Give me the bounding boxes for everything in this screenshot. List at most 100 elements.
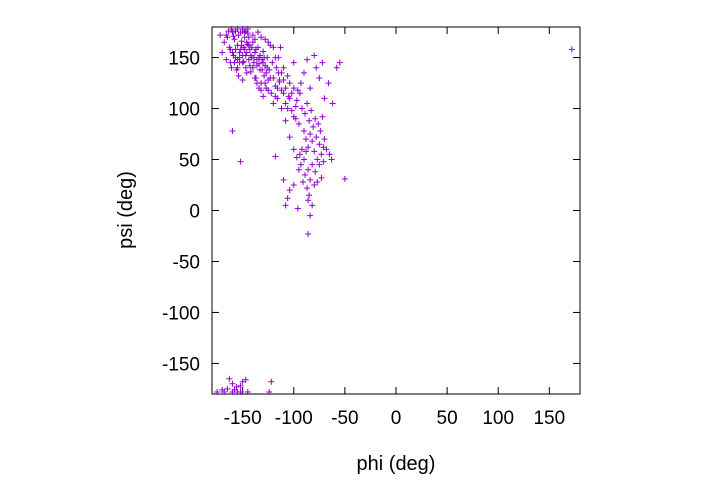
- data-point: [261, 72, 268, 79]
- data-point: [247, 68, 254, 75]
- data-point: [217, 32, 224, 39]
- data-point: [316, 161, 323, 168]
- y-tick-label: 150: [168, 49, 200, 70]
- data-point: [256, 60, 263, 67]
- data-point: [294, 87, 301, 94]
- data-point: [301, 156, 307, 163]
- y-tick-label: 0: [189, 202, 200, 223]
- data-point: [219, 49, 226, 56]
- data-point: [306, 192, 313, 199]
- data-point: [233, 383, 240, 390]
- data-point: [251, 36, 258, 43]
- data-point: [258, 87, 265, 94]
- data-point: [328, 156, 335, 163]
- data-point: [261, 54, 268, 61]
- data-point: [224, 385, 231, 392]
- data-point: [251, 49, 258, 56]
- data-point: [295, 166, 302, 173]
- x-tick-label: 100: [482, 408, 514, 429]
- data-point: [341, 175, 348, 182]
- data-point: [237, 29, 244, 36]
- data-point: [245, 34, 252, 41]
- data-point: [301, 127, 307, 134]
- data-point: [247, 52, 254, 59]
- data-point: [278, 87, 285, 94]
- data-point: [305, 197, 312, 204]
- data-point: [262, 36, 269, 43]
- data-point: [301, 69, 307, 76]
- data-point: [296, 90, 303, 97]
- data-point: [223, 56, 230, 63]
- data-point: [270, 100, 277, 107]
- data-point: [320, 158, 327, 165]
- data-point: [239, 26, 246, 33]
- data-point: [257, 52, 264, 59]
- data-point: [245, 42, 252, 49]
- data-point: [239, 378, 246, 385]
- data-point: [292, 103, 299, 110]
- data-point: [305, 230, 312, 237]
- data-point: [236, 49, 243, 56]
- data-point: [244, 30, 251, 37]
- data-point: [249, 39, 256, 46]
- data-point: [244, 388, 251, 395]
- data-point: [238, 42, 245, 49]
- data-point: [326, 151, 333, 158]
- x-tick-label: 150: [533, 408, 565, 429]
- data-point: [231, 36, 238, 43]
- data-point: [314, 178, 321, 185]
- data-point: [230, 52, 237, 59]
- data-point: [316, 74, 323, 81]
- data-point: [311, 182, 318, 189]
- data-point: [305, 144, 312, 151]
- data-point: [272, 153, 279, 160]
- data-point: [269, 59, 276, 66]
- data-point: [272, 93, 279, 100]
- data-point: [318, 151, 325, 158]
- data-point: [260, 93, 267, 100]
- data-point: [320, 144, 327, 151]
- data-point: [282, 117, 289, 124]
- data-point: [290, 182, 297, 189]
- data-point: [234, 64, 241, 71]
- data-point: [250, 59, 257, 66]
- data-point: [228, 26, 235, 33]
- data-point: [239, 59, 246, 66]
- data-point: [286, 80, 293, 87]
- data-point: [303, 136, 310, 143]
- data-point: [288, 107, 295, 114]
- data-point: [306, 117, 313, 124]
- data-point: [243, 39, 250, 46]
- data-point: [272, 54, 279, 61]
- data-point: [243, 69, 250, 76]
- data-point: [253, 80, 260, 87]
- data-point: [229, 127, 236, 134]
- data-point: [227, 59, 234, 66]
- data-point: [319, 59, 326, 66]
- data-point: [277, 44, 284, 51]
- data-point: [284, 105, 291, 112]
- data-point: [315, 120, 322, 127]
- data-point: [284, 195, 291, 202]
- data-point: [316, 141, 323, 148]
- axis-ticks: [212, 27, 580, 394]
- data-point: [265, 39, 272, 46]
- data-point: [237, 382, 244, 389]
- data-point: [270, 44, 277, 51]
- data-point: [237, 388, 244, 395]
- data-point: [274, 85, 281, 92]
- data-point: [284, 72, 291, 79]
- data-point: [249, 32, 256, 39]
- data-point: [241, 46, 248, 53]
- data-point: [219, 386, 226, 393]
- data-point: [262, 80, 269, 87]
- data-point: [311, 52, 318, 59]
- data-point: [229, 49, 236, 56]
- data-point: [264, 64, 271, 71]
- data-point: [304, 56, 311, 63]
- data-point: [336, 59, 343, 66]
- data-point: [230, 33, 237, 40]
- data-point: [323, 146, 330, 153]
- data-point: [293, 154, 300, 161]
- data-point: [303, 148, 310, 155]
